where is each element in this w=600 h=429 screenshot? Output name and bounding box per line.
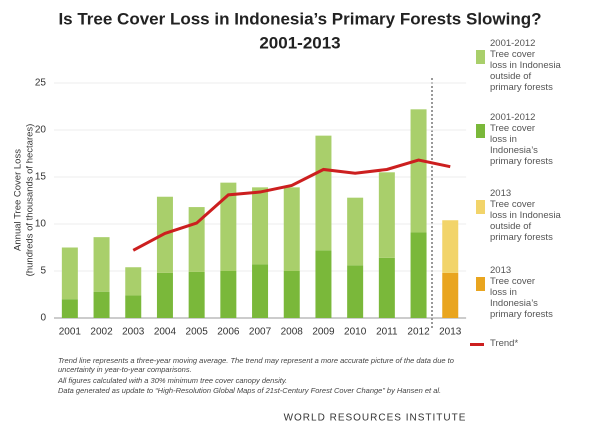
bar: [93, 237, 110, 292]
bar: [442, 220, 459, 273]
note: Trend line represents a three-year movin…: [58, 356, 454, 374]
x-tick-label: 2006: [217, 327, 240, 338]
legend-label: 2013 Tree cover loss in Indonesia’s prim…: [490, 265, 553, 320]
bar: [61, 247, 78, 300]
bar: [156, 272, 173, 318]
note: Data generated as update to “High-Resolu…: [58, 386, 442, 395]
y-tick-label: 25: [35, 78, 47, 89]
bar: [347, 265, 364, 318]
legend-swatch: [476, 277, 485, 291]
bar: [188, 271, 205, 318]
bar: [315, 250, 332, 318]
y-axis-label: Annual Tree Cover Loss: [13, 149, 24, 251]
bar: [125, 267, 142, 296]
bar: [442, 272, 459, 318]
y-tick-label: 10: [35, 219, 47, 230]
bar: [61, 299, 78, 318]
y-tick-label: 0: [40, 313, 46, 324]
y-axis-label: (hundreds of thousands of hectares): [25, 124, 36, 277]
x-tick-label: 2005: [186, 327, 209, 338]
bar: [220, 182, 237, 271]
legend-label: 2001-2012 Tree cover loss in Indonesia’s…: [490, 112, 553, 167]
source: WORLD RESOURCES INSTITUTE: [284, 413, 467, 424]
bar: [93, 291, 110, 318]
legend-label: Trend*: [490, 338, 519, 349]
trend-line: [132, 158, 451, 252]
legend-swatch: [476, 124, 485, 138]
bar: [220, 271, 237, 318]
legend-entry: 2001-2012 Tree cover loss in Indonesia’s…: [476, 112, 595, 167]
x-tick-label: 2001: [59, 327, 82, 338]
x-tick-label: 2010: [344, 327, 367, 338]
legend-entry: Trend*: [470, 338, 595, 349]
chart-subtitle: 2001-2013: [259, 33, 340, 52]
x-tick-label: 2009: [312, 327, 335, 338]
bar: [252, 187, 269, 265]
legend-swatch: [476, 200, 485, 214]
bar: [283, 187, 300, 271]
x-tick-label: 2012: [407, 327, 430, 338]
x-tick-label: 2013: [439, 327, 462, 338]
bar: [378, 172, 395, 258]
legend-label: 2013 Tree cover loss in Indonesia outsid…: [490, 188, 561, 243]
legend-label: 2001-2012 Tree cover loss in Indonesia o…: [490, 38, 561, 93]
bar: [252, 264, 269, 318]
x-tick-label: 2011: [376, 327, 398, 338]
bar: [378, 257, 395, 318]
x-tick-label: 2007: [249, 327, 272, 338]
y-tick-label: 5: [40, 266, 46, 277]
legend-entry: 2013 Tree cover loss in Indonesia’s prim…: [476, 265, 595, 320]
x-tick-label: 2003: [122, 327, 145, 338]
bar: [410, 109, 427, 233]
x-tick-label: 2002: [90, 327, 113, 338]
chart-title: Is Tree Cover Loss in Indonesia’s Primar…: [58, 9, 541, 28]
bar: [347, 197, 364, 266]
bar: [125, 295, 142, 318]
y-tick-label: 20: [35, 125, 47, 136]
y-tick-label: 15: [35, 172, 47, 183]
note: All figures calculated with a 30% minimu…: [58, 376, 288, 385]
legend-swatch: [470, 343, 484, 346]
legend-entry: 2013 Tree cover loss in Indonesia outsid…: [476, 188, 595, 243]
bar: [283, 271, 300, 318]
x-tick-label: 2004: [154, 327, 177, 338]
bar: [410, 232, 427, 318]
x-tick-label: 2008: [281, 327, 304, 338]
legend-swatch: [476, 50, 485, 64]
legend-entry: 2001-2012 Tree cover loss in Indonesia o…: [476, 38, 595, 93]
bar: [315, 135, 332, 251]
